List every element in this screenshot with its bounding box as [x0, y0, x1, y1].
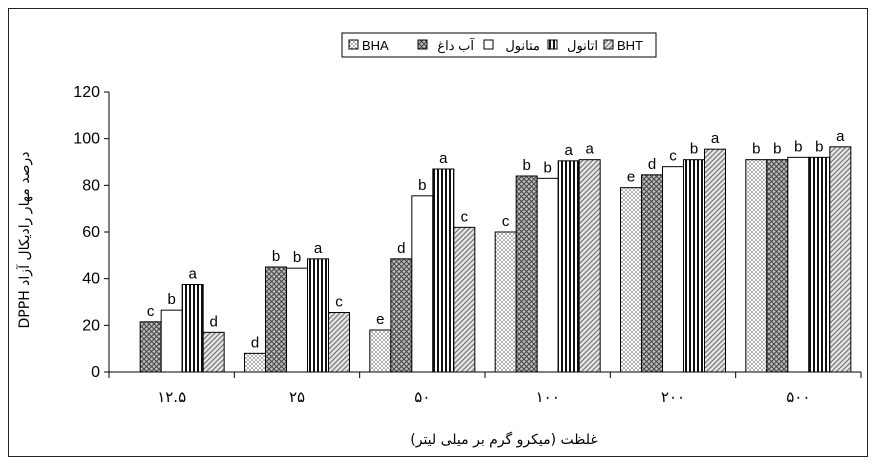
bar — [620, 187, 642, 373]
data-label: b — [522, 157, 530, 174]
legend-swatch — [603, 39, 614, 50]
bar — [244, 352, 266, 373]
chart-frame: BHA آب داغ متانول اتانول BHT 0 20 40 60 80 100 120… — [8, 8, 868, 457]
bar — [683, 159, 705, 373]
bar — [808, 156, 831, 373]
data-label: e — [627, 169, 635, 186]
data-label: c — [335, 294, 343, 311]
bar — [265, 266, 287, 373]
y-tick-label: 20 — [82, 317, 100, 334]
data-label: b — [773, 141, 781, 158]
data-label: b — [167, 291, 175, 308]
bar — [307, 258, 329, 373]
legend-label: متانول — [505, 38, 540, 54]
data-label: a — [439, 150, 448, 167]
y-tick-label: 100 — [73, 131, 100, 148]
bar — [704, 148, 726, 373]
x-tick-label: ۱۲.۵ — [157, 388, 186, 406]
data-label: a — [564, 142, 573, 159]
data-label: d — [397, 240, 405, 257]
data-label: d — [209, 313, 217, 330]
bar — [181, 284, 204, 373]
bar — [286, 267, 308, 373]
bar — [787, 156, 810, 373]
x-tick-label: ۵۰ — [414, 388, 430, 406]
data-label: c — [147, 303, 155, 320]
bar — [766, 159, 789, 373]
data-label: b — [752, 141, 760, 158]
bar — [829, 146, 852, 373]
bar — [432, 168, 455, 373]
y-tick-label: 0 — [91, 364, 100, 381]
bar — [369, 329, 392, 373]
data-label: d — [648, 156, 656, 173]
y-tick-label: 120 — [73, 84, 100, 101]
x-tick-label: ۲۰۰ — [661, 388, 685, 406]
bar — [328, 312, 350, 373]
chart: BHA آب داغ متانول اتانول BHT 0 20 40 60 80 100 120… — [16, 32, 862, 448]
bar — [453, 226, 476, 373]
y-tick-label: 80 — [82, 177, 100, 194]
data-label: b — [690, 141, 698, 158]
x-axis-title: غلظت (میکرو گرم بر میلی لیتر) — [410, 431, 597, 448]
data-label: b — [272, 248, 280, 265]
bar — [139, 321, 162, 373]
data-label: a — [585, 141, 594, 158]
data-label: d — [251, 334, 259, 351]
data-label: b — [794, 138, 802, 155]
data-label: c — [502, 213, 510, 230]
bar — [515, 175, 538, 373]
bar — [557, 160, 580, 373]
y-tick-label: 60 — [82, 224, 100, 241]
bar — [160, 309, 183, 373]
bar — [745, 159, 768, 373]
bar — [662, 166, 684, 373]
legend-label: آب داغ — [437, 37, 475, 54]
legend-label: BHA — [362, 38, 389, 53]
data-label: a — [711, 130, 720, 147]
data-label: b — [293, 249, 301, 266]
data-label: b — [815, 138, 823, 155]
legend-swatch — [547, 39, 558, 50]
data-label: a — [314, 240, 323, 257]
bar — [536, 177, 559, 373]
data-label: c — [669, 148, 677, 165]
data-label: b — [543, 159, 551, 176]
legend-swatch — [483, 39, 494, 50]
bar — [390, 258, 413, 373]
data-label: a — [836, 128, 845, 145]
legend-label: اتانول — [567, 38, 598, 54]
y-tick-label: 40 — [82, 271, 100, 288]
bar — [494, 231, 517, 373]
bar — [578, 159, 601, 373]
x-tick-label: ۵۰۰ — [786, 388, 810, 406]
x-tick-label: ۱۰۰ — [536, 388, 560, 406]
legend-label: BHT — [617, 38, 643, 53]
data-label: e — [376, 311, 384, 328]
y-axis-title: درصد مهار رادیکال آزاد DPPH — [16, 152, 33, 329]
legend-swatch — [348, 39, 359, 50]
data-label: c — [461, 208, 469, 225]
bar — [202, 331, 225, 373]
bar — [641, 174, 663, 373]
x-tick-label: ۲۵ — [289, 388, 305, 406]
data-label: b — [418, 177, 426, 194]
legend-swatch — [417, 39, 428, 50]
bar — [411, 195, 434, 373]
legend: BHA آب داغ متانول اتانول BHT — [341, 32, 657, 58]
data-label: a — [188, 266, 197, 283]
